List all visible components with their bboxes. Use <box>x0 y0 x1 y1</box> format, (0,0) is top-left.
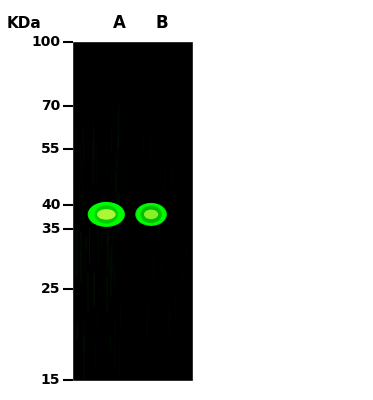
Ellipse shape <box>93 204 120 224</box>
Text: 25: 25 <box>41 282 60 296</box>
Ellipse shape <box>97 206 116 223</box>
Ellipse shape <box>139 205 163 224</box>
Ellipse shape <box>95 205 117 224</box>
Ellipse shape <box>91 204 122 225</box>
Text: 35: 35 <box>41 222 60 236</box>
Text: 70: 70 <box>41 98 60 112</box>
Ellipse shape <box>94 204 119 224</box>
Ellipse shape <box>97 209 116 220</box>
Ellipse shape <box>98 207 114 222</box>
Ellipse shape <box>88 202 125 227</box>
Ellipse shape <box>98 206 115 222</box>
Ellipse shape <box>99 207 113 222</box>
Ellipse shape <box>142 207 160 222</box>
Ellipse shape <box>147 209 155 220</box>
Ellipse shape <box>145 208 157 221</box>
Ellipse shape <box>90 203 122 226</box>
Bar <box>73 42 192 380</box>
Ellipse shape <box>88 202 124 226</box>
Ellipse shape <box>143 207 159 222</box>
Text: 55: 55 <box>41 142 60 156</box>
Text: B: B <box>156 14 169 32</box>
Ellipse shape <box>104 209 109 220</box>
Text: 15: 15 <box>41 373 60 387</box>
Ellipse shape <box>140 206 162 223</box>
Ellipse shape <box>103 209 110 220</box>
Ellipse shape <box>92 204 121 225</box>
Ellipse shape <box>146 209 156 220</box>
Text: A: A <box>113 14 126 32</box>
Ellipse shape <box>138 204 164 225</box>
Text: 40: 40 <box>41 198 60 212</box>
Ellipse shape <box>141 206 162 223</box>
Ellipse shape <box>145 208 157 220</box>
Ellipse shape <box>96 206 116 223</box>
Text: KDa: KDa <box>7 16 42 31</box>
Ellipse shape <box>138 204 164 224</box>
Ellipse shape <box>136 203 166 226</box>
Ellipse shape <box>141 206 161 222</box>
Ellipse shape <box>100 208 112 221</box>
Ellipse shape <box>101 208 112 221</box>
Ellipse shape <box>144 208 158 221</box>
Ellipse shape <box>94 205 118 224</box>
Ellipse shape <box>137 204 165 225</box>
Text: 100: 100 <box>31 35 60 49</box>
Ellipse shape <box>144 210 158 219</box>
Ellipse shape <box>89 203 123 226</box>
Ellipse shape <box>135 203 167 226</box>
Ellipse shape <box>102 208 111 220</box>
